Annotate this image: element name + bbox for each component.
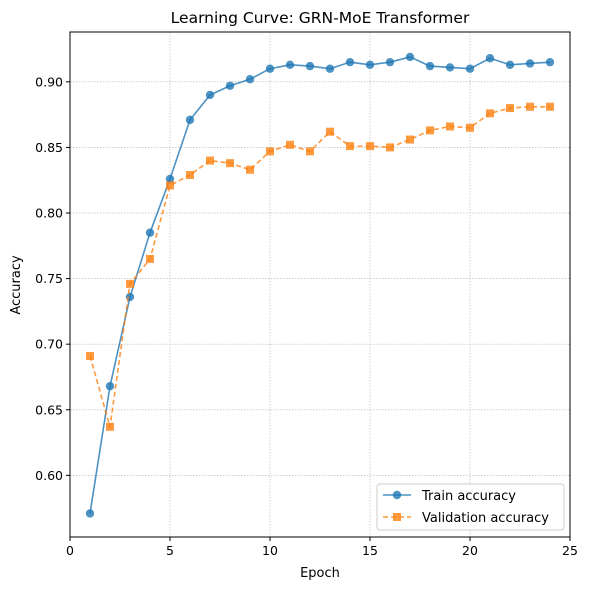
data-point-validation [126, 279, 134, 288]
data-point-train [105, 381, 115, 391]
data-point-train [245, 75, 255, 84]
data-point-validation [266, 147, 274, 156]
data-point-validation [366, 142, 374, 151]
data-point-validation [306, 147, 314, 156]
data-point-train [385, 57, 395, 67]
y-tick-label: 0.70 [35, 337, 63, 352]
legend-label-train: Train accuracy [421, 489, 516, 504]
chart-title: Learning Curve: GRN-MoE Transformer [171, 9, 470, 27]
data-point-train [445, 63, 455, 72]
data-point-train [265, 64, 275, 73]
data-point-validation [146, 254, 154, 263]
data-point-validation [346, 142, 354, 151]
data-point-train [405, 52, 415, 62]
legend-box [376, 483, 565, 531]
data-point-validation [226, 159, 234, 168]
x-tick-label: 15 [362, 543, 378, 558]
x-tick-label: 10 [262, 543, 278, 558]
series-validation [86, 102, 554, 431]
data-point-validation [326, 127, 334, 136]
data-point-validation [546, 102, 554, 111]
series-layer [85, 52, 555, 518]
data-point-train [205, 90, 215, 100]
axes: 0 5 10 15 20 25 0.60 0.65 0.70 0.75 0.80 0.85 0.90 [35, 74, 578, 558]
data-point-validation [446, 122, 454, 131]
legend-label-validation: Validation accuracy [422, 511, 549, 526]
x-tick-label: 5 [166, 543, 174, 558]
plot-frame [69, 31, 571, 538]
data-point-validation [206, 156, 214, 165]
data-point-train [505, 60, 515, 69]
legend-marker-train [392, 490, 402, 500]
data-point-validation [286, 140, 294, 149]
data-point-train [145, 228, 155, 237]
data-point-train [285, 60, 295, 69]
data-point-validation [506, 104, 514, 113]
data-point-train [425, 61, 435, 71]
data-point-validation [406, 135, 414, 144]
data-point-validation [86, 351, 94, 360]
data-point-validation [186, 170, 194, 179]
data-point-validation [166, 181, 174, 190]
y-tick-label: 0.65 [35, 402, 63, 417]
grid [70, 32, 570, 537]
data-point-validation [466, 123, 474, 132]
y-tick-label: 0.80 [35, 206, 63, 221]
data-point-train [485, 54, 495, 63]
data-point-validation [526, 102, 534, 111]
y-tick-label: 0.60 [35, 468, 63, 483]
y-tick-label: 0.75 [35, 271, 63, 286]
y-axis-label: Accuracy [9, 255, 24, 315]
data-point-validation [386, 143, 394, 152]
data-point-train [365, 60, 375, 69]
data-point-validation [106, 422, 114, 431]
data-point-train [305, 61, 315, 71]
data-point-validation [426, 126, 434, 135]
legend-marker-validation [393, 513, 401, 521]
x-tick-label: 25 [562, 543, 578, 558]
y-tick-label: 0.85 [35, 140, 63, 155]
series-train [85, 52, 555, 518]
x-tick-label: 0 [66, 543, 74, 558]
data-point-validation [246, 165, 254, 174]
data-point-train [545, 57, 555, 67]
data-point-train [165, 174, 175, 184]
data-point-train [325, 64, 335, 73]
x-axis-label: Epoch [300, 566, 340, 581]
data-point-validation [486, 109, 494, 118]
data-point-train [85, 509, 95, 518]
data-point-train [345, 57, 355, 67]
data-point-train [225, 81, 235, 90]
data-point-train [185, 115, 195, 125]
legend-entry-train: Train accuracy [383, 489, 516, 504]
legend-entry-validation: Validation accuracy [383, 511, 549, 526]
legend: Train accuracy Validation accuracy [376, 483, 565, 531]
x-tick-label: 20 [462, 543, 478, 558]
data-point-train [525, 59, 535, 68]
data-point-train [465, 64, 475, 73]
y-tick-label: 0.90 [35, 74, 63, 89]
